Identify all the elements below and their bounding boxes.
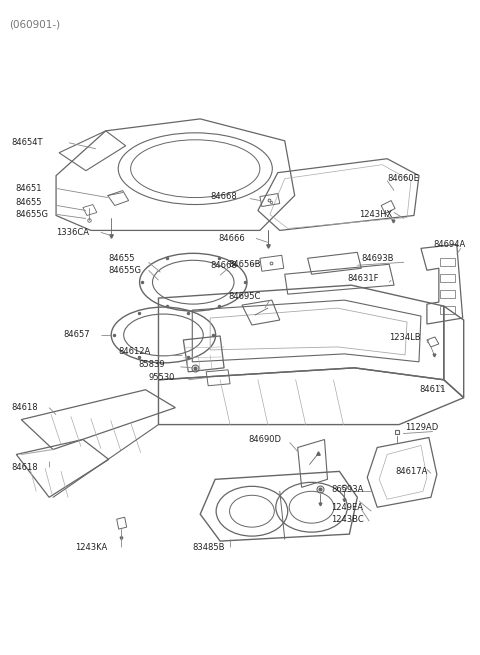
Text: 1243KA: 1243KA [75,542,107,552]
Text: 84694A: 84694A [434,240,466,249]
Text: 84666: 84666 [218,234,245,243]
Text: 84693B: 84693B [361,253,394,263]
Text: 84654T: 84654T [12,138,43,147]
Text: 1243HX: 1243HX [360,210,393,219]
Text: 1336CA: 1336CA [56,228,89,237]
Text: 1249EA: 1249EA [332,503,363,512]
Text: 95530: 95530 [148,373,175,383]
Text: 1234LB: 1234LB [389,333,421,343]
Text: 84618: 84618 [12,463,38,472]
Text: 84611: 84611 [419,385,445,394]
Text: 85839: 85839 [139,360,165,369]
Text: 84668: 84668 [210,261,237,270]
Text: 84656B: 84656B [228,260,261,269]
Text: 86593A: 86593A [332,485,364,494]
Text: (060901-): (060901-) [9,19,60,29]
Bar [440,290,455,298]
Text: 84690D: 84690D [248,435,281,444]
Text: 84655: 84655 [15,198,42,207]
Text: 83485B: 83485B [192,542,225,552]
Text: 1243BC: 1243BC [332,515,364,524]
Text: 84612A: 84612A [119,347,151,356]
Text: 84655G: 84655G [109,266,142,274]
Text: 84660E: 84660E [387,174,419,183]
Text: 84655G: 84655G [15,210,48,219]
Text: 84617A: 84617A [395,467,428,476]
Text: 1129AD: 1129AD [405,423,438,432]
Text: 84618: 84618 [12,403,38,412]
Text: 84655: 84655 [109,253,135,263]
Text: 84651: 84651 [15,184,42,193]
Text: 84695C: 84695C [228,291,261,301]
Bar [440,258,455,267]
Text: 84631F: 84631F [348,274,379,283]
Bar [440,274,455,282]
Bar [440,306,455,314]
Text: 84657: 84657 [63,331,90,339]
Text: 84668: 84668 [210,192,237,201]
